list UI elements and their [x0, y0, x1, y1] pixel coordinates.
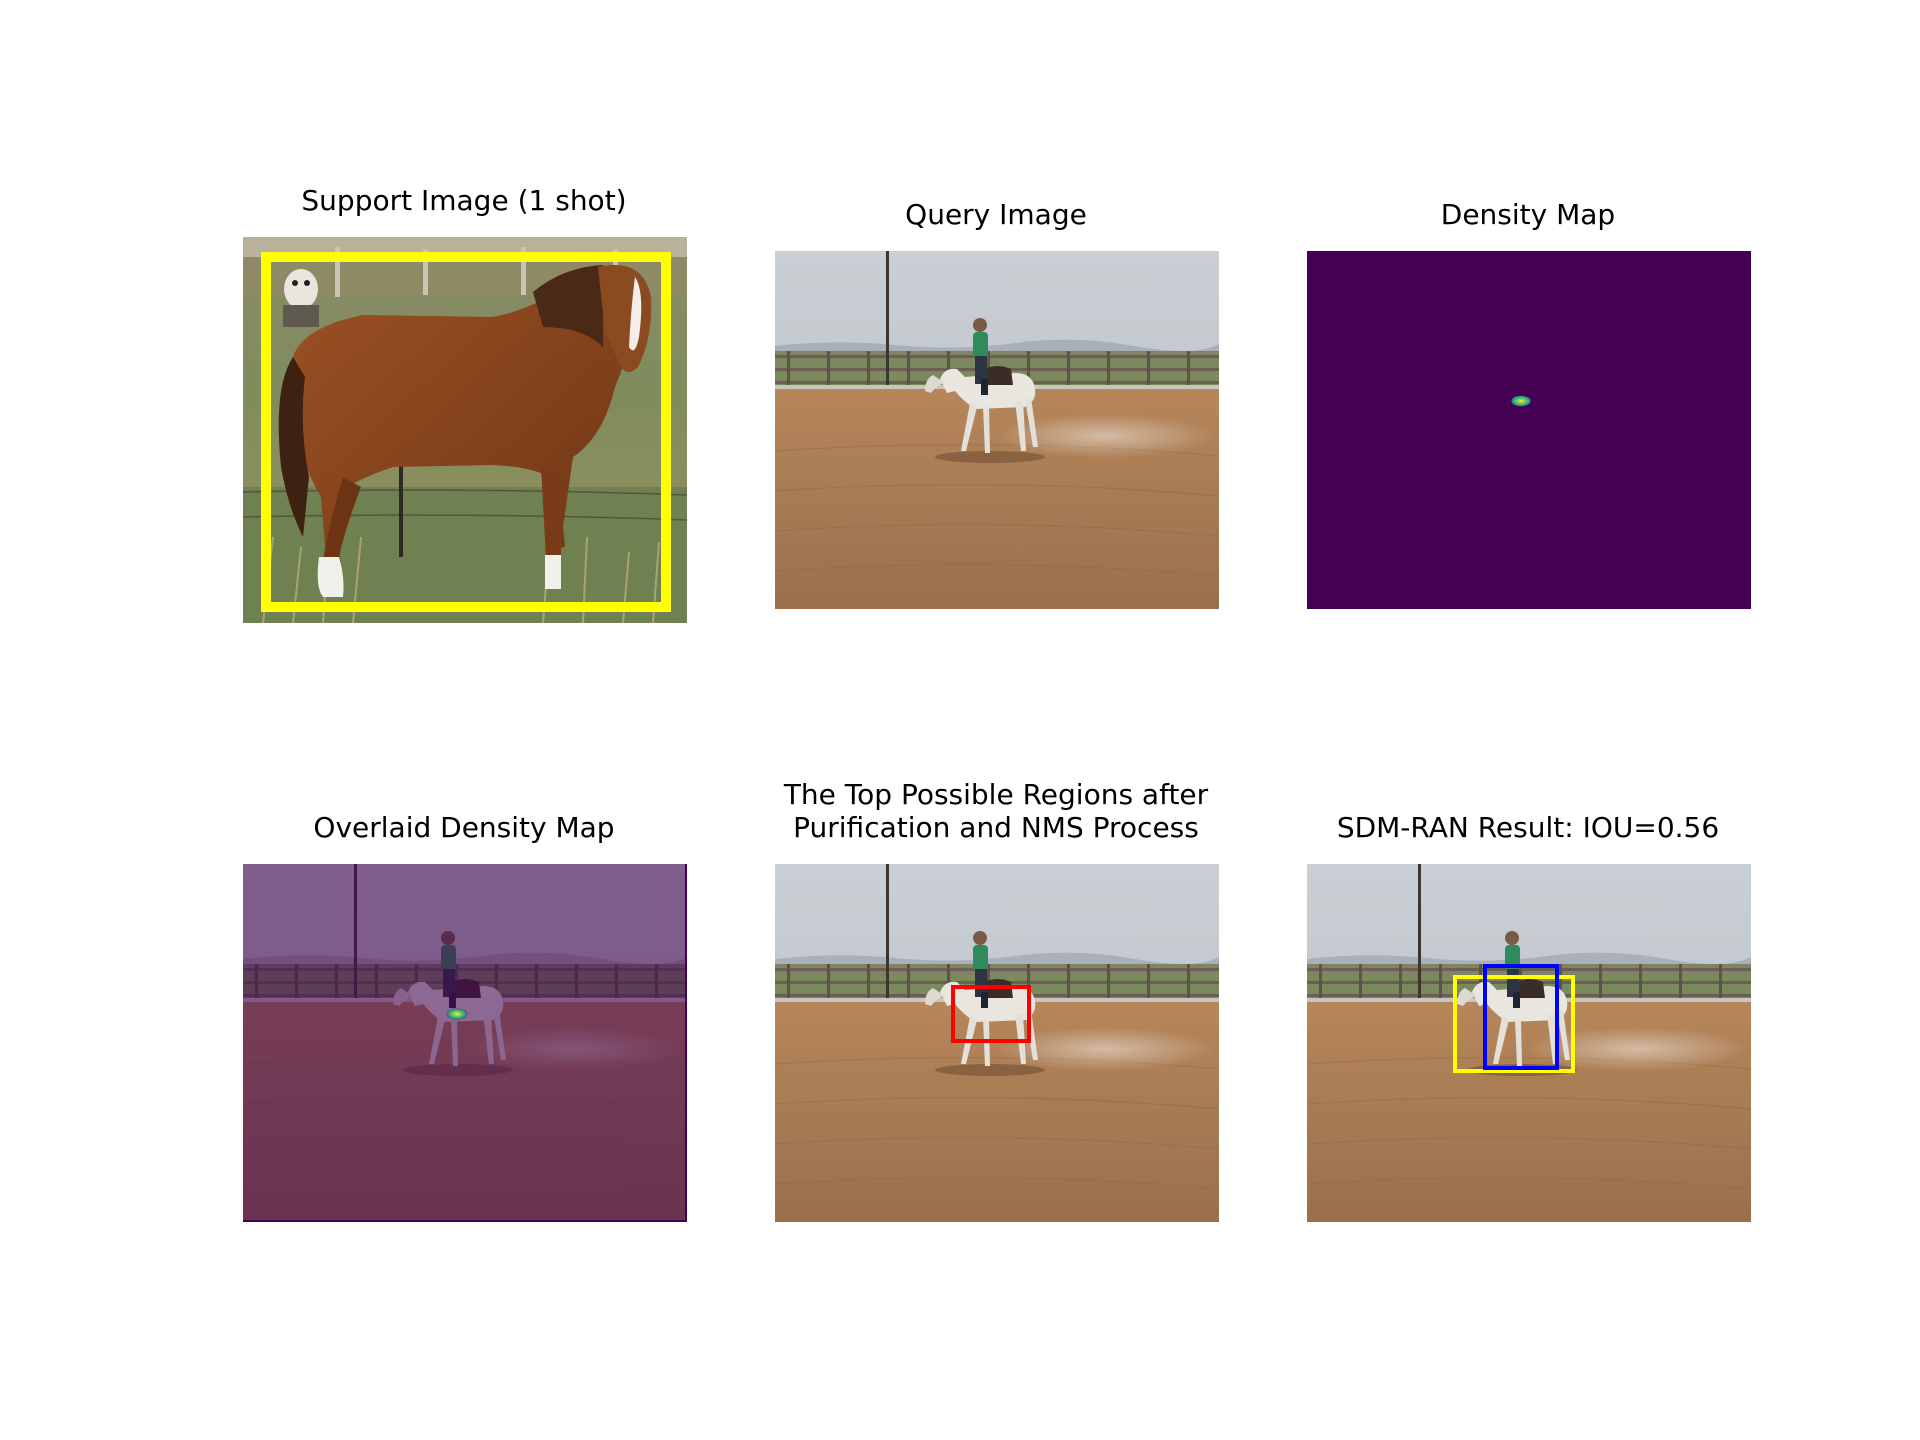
density-peak [1510, 395, 1532, 407]
top-region-box [951, 985, 1031, 1043]
query-image [775, 251, 1219, 609]
support-bounding-box [261, 252, 671, 612]
sdm-ran-result-title: SDM-RAN Result: IOU=0.56 [1336, 811, 1720, 844]
density-map-title: Density Map [1440, 198, 1616, 231]
overlaid-density-peak [446, 1008, 468, 1020]
sdm-ran-result-image [1307, 864, 1751, 1222]
ground-truth-box [1453, 975, 1575, 1073]
top-regions-image [775, 864, 1219, 1222]
support-image [243, 237, 687, 623]
support-image-title: Support Image (1 shot) [301, 184, 627, 217]
query-image-title: Query Image [905, 198, 1087, 231]
overlaid-density-map-title: Overlaid Density Map [313, 811, 615, 844]
top-regions-title: The Top Possible Regions after Purificat… [783, 778, 1209, 844]
predicted-box [1483, 964, 1559, 1070]
overlaid-density-map [243, 864, 687, 1222]
density-map [1307, 251, 1751, 609]
